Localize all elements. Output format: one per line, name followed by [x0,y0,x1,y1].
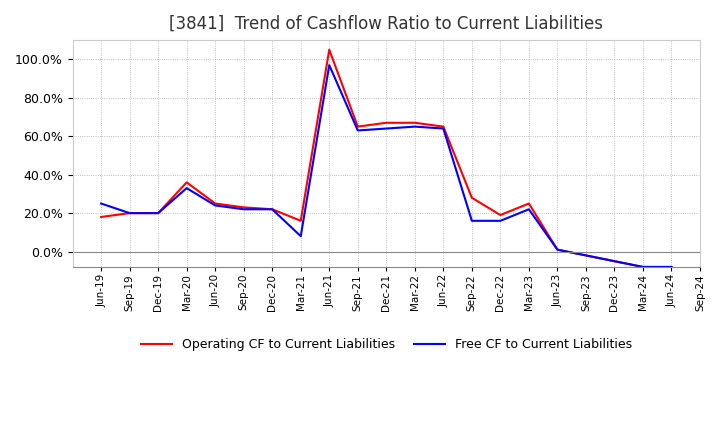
Free CF to Current Liabilities [525,207,534,212]
Free CF to Current Liabilities [125,210,134,216]
Operating CF to Current Liabilities [382,120,391,125]
Free CF to Current Liabilities [325,62,333,68]
Free CF to Current Liabilities [382,126,391,131]
Operating CF to Current Liabilities [639,264,647,270]
Operating CF to Current Liabilities [96,214,105,220]
Line: Free CF to Current Liabilities: Free CF to Current Liabilities [101,65,672,267]
Free CF to Current Liabilities [354,128,362,133]
Operating CF to Current Liabilities [439,124,448,129]
Free CF to Current Liabilities [297,234,305,239]
Line: Operating CF to Current Liabilities: Operating CF to Current Liabilities [101,50,672,267]
Free CF to Current Liabilities [639,264,647,270]
Operating CF to Current Liabilities [297,218,305,224]
Operating CF to Current Liabilities [667,264,676,270]
Free CF to Current Liabilities [467,218,476,224]
Free CF to Current Liabilities [96,201,105,206]
Operating CF to Current Liabilities [467,195,476,200]
Operating CF to Current Liabilities [325,47,333,52]
Free CF to Current Liabilities [582,253,590,258]
Free CF to Current Liabilities [182,186,191,191]
Free CF to Current Liabilities [610,259,618,264]
Operating CF to Current Liabilities [154,210,163,216]
Free CF to Current Liabilities [410,124,419,129]
Operating CF to Current Liabilities [239,205,248,210]
Legend: Operating CF to Current Liabilities, Free CF to Current Liabilities: Operating CF to Current Liabilities, Fre… [135,333,637,356]
Free CF to Current Liabilities [439,126,448,131]
Free CF to Current Liabilities [239,207,248,212]
Free CF to Current Liabilities [154,210,163,216]
Operating CF to Current Liabilities [525,201,534,206]
Operating CF to Current Liabilities [582,253,590,258]
Operating CF to Current Liabilities [553,247,562,252]
Operating CF to Current Liabilities [410,120,419,125]
Operating CF to Current Liabilities [182,180,191,185]
Free CF to Current Liabilities [667,264,676,270]
Title: [3841]  Trend of Cashflow Ratio to Current Liabilities: [3841] Trend of Cashflow Ratio to Curren… [169,15,603,33]
Operating CF to Current Liabilities [268,207,276,212]
Operating CF to Current Liabilities [211,201,220,206]
Free CF to Current Liabilities [268,207,276,212]
Operating CF to Current Liabilities [610,259,618,264]
Operating CF to Current Liabilities [354,124,362,129]
Free CF to Current Liabilities [553,247,562,252]
Free CF to Current Liabilities [211,203,220,208]
Operating CF to Current Liabilities [496,213,505,218]
Free CF to Current Liabilities [496,218,505,224]
Operating CF to Current Liabilities [125,210,134,216]
